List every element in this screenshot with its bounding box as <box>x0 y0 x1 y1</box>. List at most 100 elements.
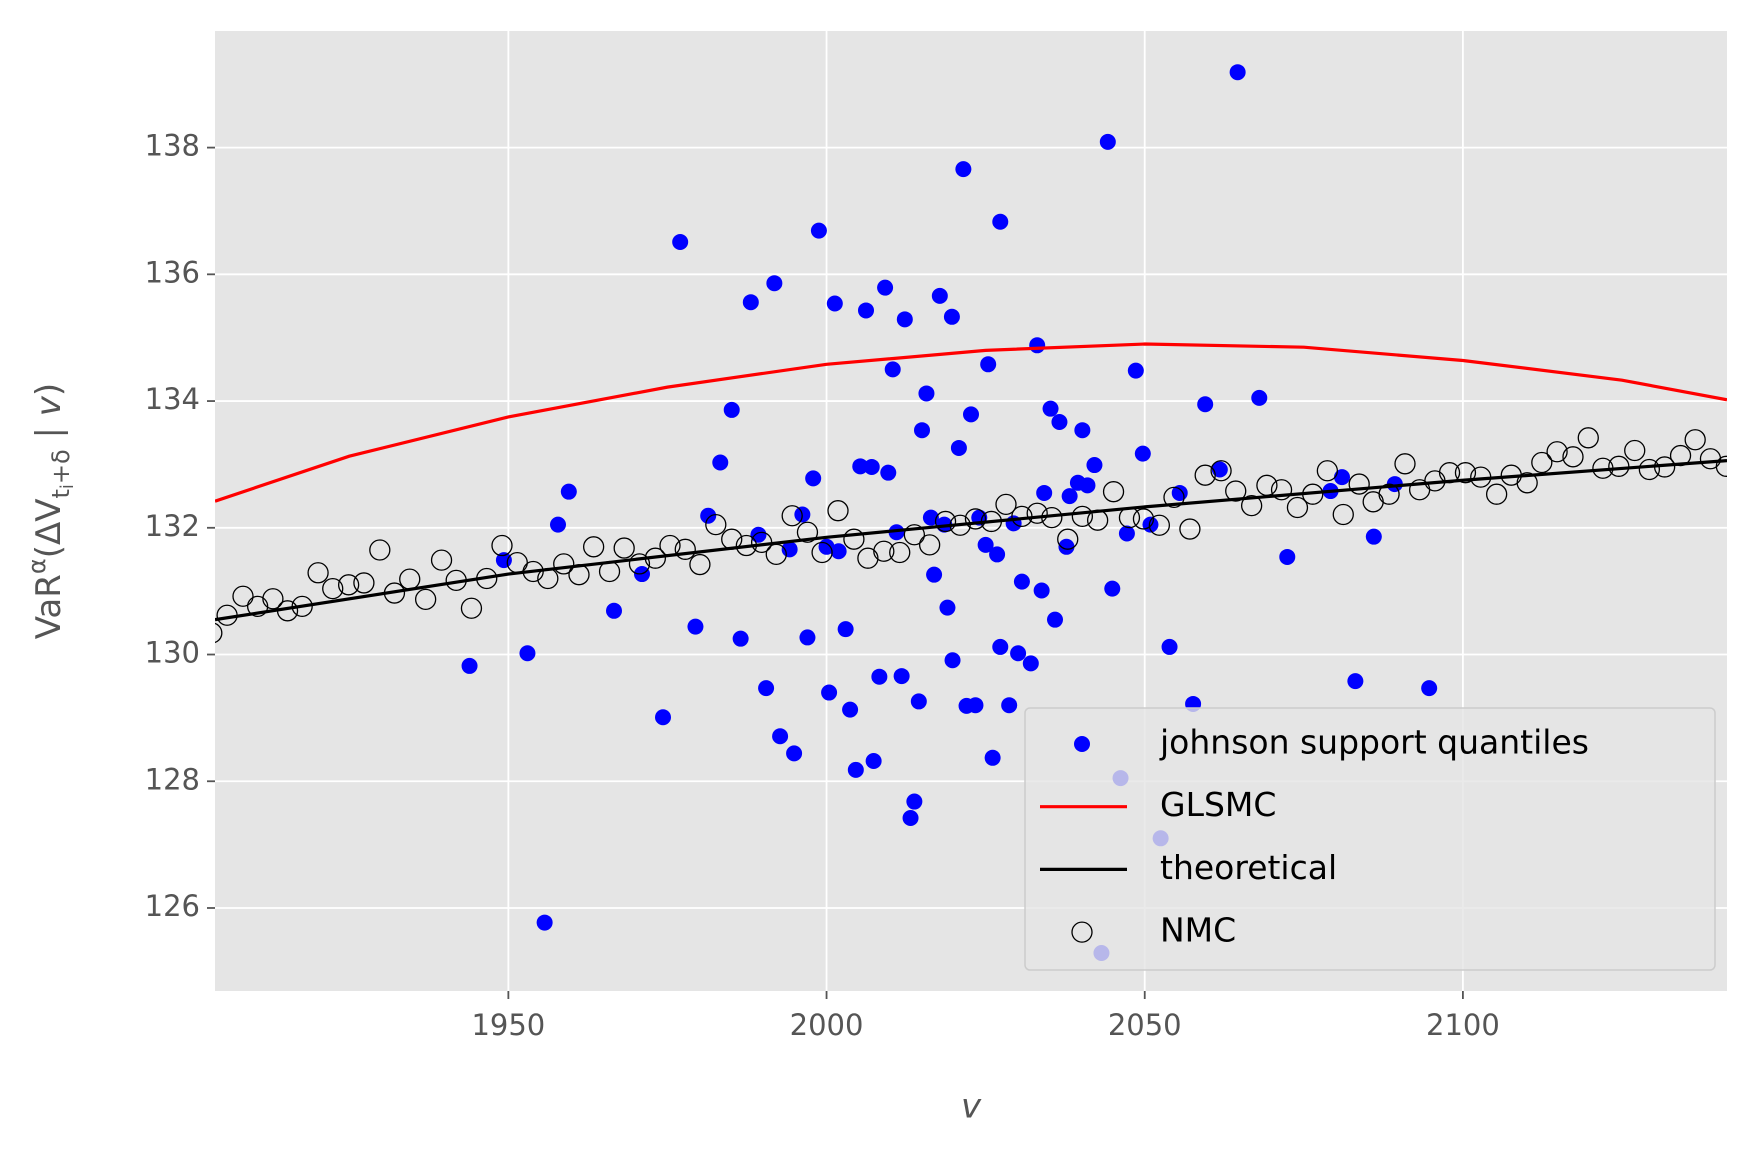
point <box>399 568 421 590</box>
point <box>980 510 1003 533</box>
point <box>1029 337 1046 354</box>
point <box>262 588 284 610</box>
point <box>1546 441 1568 463</box>
point <box>1365 528 1382 545</box>
point <box>1608 455 1630 477</box>
point <box>902 810 919 827</box>
point <box>1347 673 1364 690</box>
point <box>796 521 819 543</box>
x-tick-label: 1950 <box>471 1008 545 1042</box>
point <box>1279 548 1296 565</box>
point <box>1332 503 1354 526</box>
point <box>1638 458 1661 481</box>
point <box>1071 505 1094 528</box>
point <box>628 553 651 575</box>
point <box>461 657 478 674</box>
point <box>1127 362 1144 379</box>
point <box>992 638 1009 655</box>
point <box>918 534 941 556</box>
point <box>949 514 971 536</box>
point <box>980 356 997 373</box>
point <box>984 749 1001 766</box>
y-axis-label-part: t <box>47 489 75 498</box>
point <box>723 401 740 418</box>
point <box>1026 502 1048 524</box>
point <box>1229 64 1246 81</box>
line <box>215 342 1727 503</box>
point <box>918 385 935 402</box>
point <box>1421 680 1438 697</box>
legend-marker <box>1074 736 1090 752</box>
point <box>1516 472 1538 494</box>
point <box>460 597 483 619</box>
legend-box <box>1024 707 1716 971</box>
point <box>1577 427 1599 449</box>
point <box>750 526 767 543</box>
point <box>1378 483 1400 505</box>
point <box>758 680 775 697</box>
point <box>1684 429 1706 451</box>
point <box>810 222 827 239</box>
legend-label: NMC <box>1160 911 1236 950</box>
point <box>821 684 838 701</box>
y-axis-label-part: i <box>57 484 78 489</box>
point <box>1022 655 1039 672</box>
legend-label: johnson support quantiles <box>1159 723 1589 762</box>
point <box>1225 480 1247 502</box>
point <box>1057 528 1079 550</box>
point <box>884 361 901 378</box>
point <box>553 553 575 575</box>
point <box>476 567 498 590</box>
point <box>1334 469 1350 486</box>
point <box>889 541 911 564</box>
point <box>369 539 391 561</box>
point <box>1562 446 1584 468</box>
point <box>958 697 975 714</box>
point <box>1102 481 1125 503</box>
point <box>781 505 803 527</box>
point <box>964 508 987 530</box>
point <box>926 566 943 583</box>
point <box>992 213 1009 230</box>
point <box>1470 466 1492 488</box>
point <box>766 275 783 292</box>
point <box>989 546 1006 563</box>
point <box>950 439 967 456</box>
point <box>568 564 590 586</box>
axes: 126 128 130 132 134 136 138 1950 2000 2050 2100 <box>145 129 1500 1042</box>
point <box>1653 456 1676 478</box>
legend-marker <box>1071 921 1093 943</box>
point <box>491 534 513 557</box>
point <box>1438 462 1461 484</box>
point <box>644 547 667 569</box>
point <box>1197 396 1214 413</box>
point <box>765 543 787 566</box>
point <box>1302 483 1324 505</box>
point <box>1194 464 1216 486</box>
point <box>1163 486 1185 509</box>
y-tick-label: 132 <box>145 509 200 543</box>
point <box>1013 573 1030 590</box>
point <box>1485 483 1508 505</box>
y-axis-label-part: +δ <box>47 449 75 484</box>
point <box>1033 582 1050 599</box>
point <box>655 709 671 726</box>
point <box>934 510 957 533</box>
point <box>799 629 816 646</box>
point <box>536 914 553 931</box>
point <box>1715 455 1727 477</box>
point <box>1148 514 1171 536</box>
point <box>1058 538 1075 555</box>
point <box>1042 400 1059 417</box>
point <box>1118 507 1141 529</box>
point <box>537 567 559 590</box>
point <box>307 562 329 584</box>
legend: johnson support quantiles GLSMC theoretica… <box>1024 707 1716 971</box>
point <box>842 701 859 718</box>
point <box>865 752 882 769</box>
point <box>383 582 406 604</box>
y-tick-label: 134 <box>145 382 200 416</box>
point <box>877 279 894 296</box>
point <box>1211 461 1228 478</box>
